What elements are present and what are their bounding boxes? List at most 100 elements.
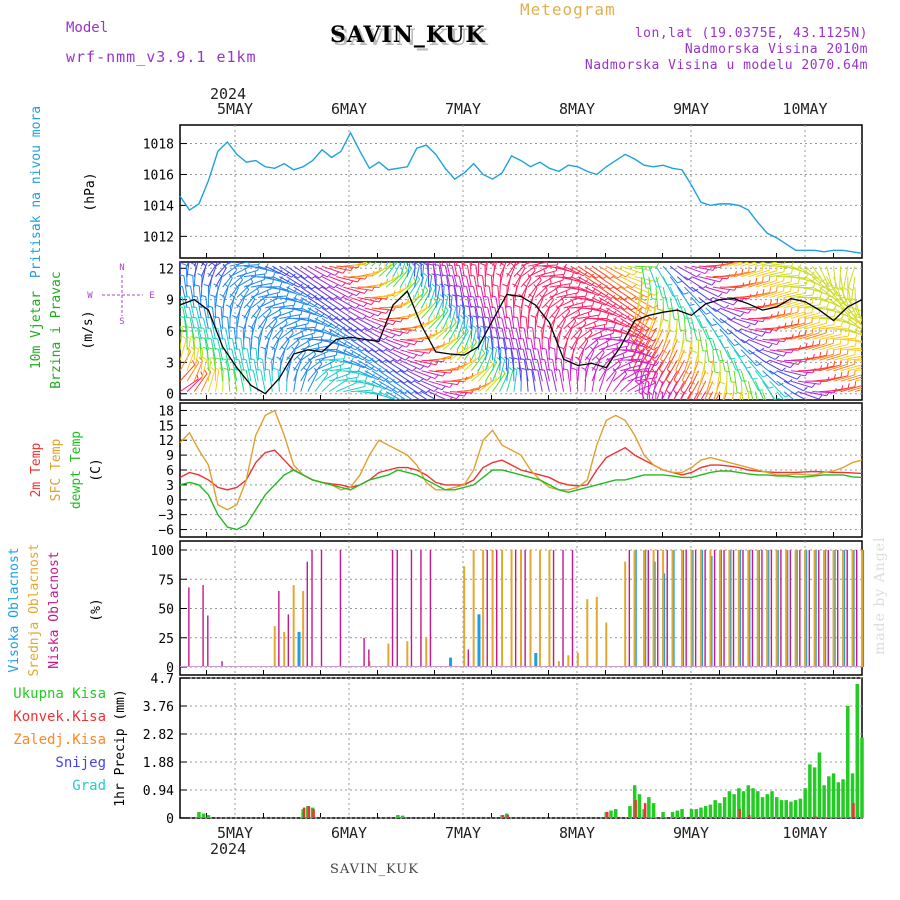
wind-barb-flag [723,346,729,349]
wind-barb [371,349,391,363]
wind-barb [336,297,356,309]
precip-bar [501,815,505,818]
wind-barb [732,381,735,400]
wind-barb-flag [257,357,263,360]
wind-barb-flag [228,368,234,371]
wind-barb-flag [645,317,651,321]
wind-barb [487,307,494,330]
wind-barb-flag [610,295,616,299]
wind-barb [556,265,578,275]
wind-barb [314,318,335,329]
wind-barb [442,350,463,361]
wind-barb [336,376,359,382]
wind-barb [634,328,654,342]
wind-barb [207,266,217,288]
wind-barb [260,369,266,392]
wind-barb-flag [554,287,558,293]
wind-barb-flag [560,297,565,302]
wind-barb [435,380,458,386]
wind-barb-flag [219,337,225,340]
wind-barb [812,342,834,351]
cloud-bar [368,649,370,667]
wind-barb-flag [503,327,509,329]
wind-barb [705,286,727,294]
wind-barb-flag [211,244,214,248]
wind-barb [350,307,371,319]
wind-barb [484,338,490,361]
wind-barb [666,380,678,400]
wind-barb-flag [521,315,527,318]
cloud-bar [789,550,792,667]
wind-barb [598,286,618,300]
wind-barb-flag [477,274,483,277]
wind-barb-flag [474,354,477,360]
wind-barb-flag [869,361,870,366]
wind-barb-flag [229,293,235,298]
wind-barb-flag [241,368,247,371]
wind-barb [364,380,386,390]
wind-barb-flag [490,326,496,329]
precip-bar [760,797,765,818]
wind-barb [186,375,204,392]
wind-barb-flag [714,371,720,374]
wind-barb-flag [592,295,596,301]
wind-barb-flag [684,370,689,375]
wind-barb-flag [578,282,581,288]
wind-barb-flag [448,396,453,400]
wind-barb [435,338,456,351]
wind-barb-flag [645,347,650,353]
wind-barb [613,297,632,311]
wind-barb-flag [511,327,517,329]
wind-barb [591,338,612,351]
wind-barb [499,262,507,277]
cloud-bar [306,561,308,667]
wind-barb [249,338,252,361]
cloud-bar [302,590,305,667]
day-label-bottom: 10MAY [782,824,827,842]
wind-barb-flag [474,253,479,255]
wind-barb [217,338,224,361]
wind-barb [797,332,820,340]
wind-barb [826,317,849,323]
wind-barb-flag [441,274,447,277]
wind-barb-flag [634,345,638,351]
wind-barb-flag [731,316,736,321]
wind-barb [776,370,798,380]
wind-barb-flag [804,329,807,335]
wind-barb [378,370,398,384]
wind-barb [487,317,494,340]
wind-barb [726,360,732,382]
wind-barb [488,286,494,309]
wind-barb-flag [848,286,853,291]
wind-barb [613,328,635,338]
wind-barb [819,334,841,340]
wind-label-2: Brzina i Pravac [49,271,64,388]
wind-barb [264,328,274,350]
wind-barb [577,332,593,351]
wind-barb [691,328,693,351]
temperature-y-tick-label: 0 [166,494,174,509]
wind-barb [673,380,685,400]
wind-barb [840,318,861,330]
wind-barb-flag [399,397,403,400]
wind-barb [222,277,233,298]
wind-barb [558,369,565,392]
temperature-y-tick-label: 6 [166,464,174,479]
wind-barb [570,276,591,287]
wind-barb [648,276,653,299]
wind-barb-flag [225,304,231,308]
wind-barb [393,328,416,331]
wind-barb [570,339,579,361]
precip-bar [803,788,807,818]
wind-barb [473,275,479,298]
wind-barb [414,290,429,309]
wind-barb [542,279,564,288]
precip-bar [606,812,609,818]
wind-barb [321,307,341,321]
wind-barb [726,297,750,300]
wind-barb-flag [577,287,580,293]
precip-y-tick-label: 0.94 [143,784,174,799]
wind-barb-flag [397,271,399,277]
wind-barbs [180,244,870,400]
wind-barb-flag [533,284,538,289]
